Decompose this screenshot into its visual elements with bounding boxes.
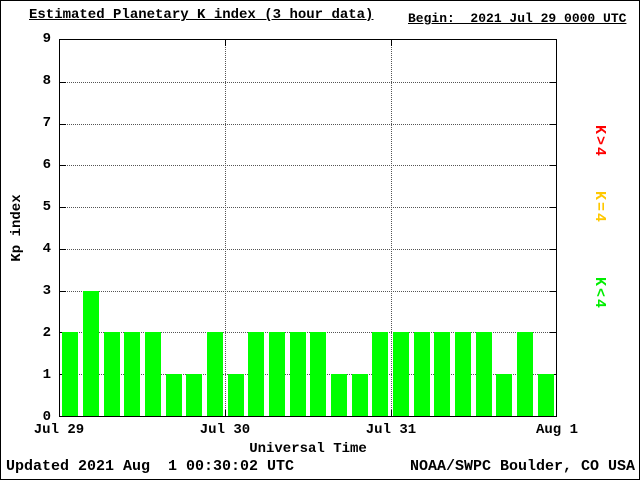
- x-tick-label: Jul 29: [33, 422, 85, 438]
- y-tick-label: 9: [42, 31, 51, 47]
- gridline-horizontal: [60, 81, 556, 83]
- gridline-horizontal: [60, 290, 556, 292]
- y-tick-mark: [550, 248, 556, 250]
- y-tick-mark: [550, 123, 556, 125]
- kp-bar: [289, 332, 306, 416]
- kp-bar: [475, 332, 492, 416]
- kp-bar: [227, 374, 244, 416]
- x-tick-mark: [390, 410, 392, 416]
- legend-k-lt-4: K<4: [591, 277, 608, 311]
- kp-bar: [351, 374, 368, 416]
- kp-bar: [186, 374, 203, 416]
- kp-bar: [62, 332, 79, 416]
- y-tick-label: 6: [42, 157, 51, 173]
- chart-title: Estimated Planetary K index (3 hour data…: [29, 7, 374, 23]
- kp-bar: [454, 332, 472, 416]
- kp-bar: [124, 332, 141, 416]
- y-tick-label: 7: [42, 115, 51, 131]
- x-tick-label: Aug 1: [535, 422, 578, 438]
- begin-label: Begin: 2021 Jul 29 0000 UTC: [408, 11, 627, 26]
- x-tick-mark: [225, 40, 227, 46]
- kp-bar: [82, 290, 100, 416]
- legend-k-gt-4: K>4: [591, 125, 608, 159]
- kp-bar: [248, 332, 265, 416]
- gridline-horizontal: [60, 332, 556, 334]
- kp-bar: [268, 332, 286, 416]
- y-tick-mark: [60, 207, 66, 209]
- plot-area: [59, 39, 557, 417]
- y-tick-mark: [60, 165, 66, 167]
- x-tick-mark: [390, 40, 392, 46]
- kp-bar: [144, 332, 162, 416]
- kp-bar: [392, 332, 410, 416]
- credit-label: NOAA/SWPC Boulder, CO USA: [409, 458, 635, 475]
- gridline-horizontal: [60, 248, 556, 250]
- kp-bar: [434, 332, 451, 416]
- legend-k-eq-4: K=4: [591, 191, 608, 225]
- y-tick-mark: [550, 290, 556, 292]
- updated-timestamp: Updated 2021 Aug 1 00:30:02 UTC: [6, 458, 295, 475]
- y-tick-label: 2: [42, 325, 51, 341]
- gridline-horizontal: [60, 165, 556, 167]
- y-tick-mark: [60, 81, 66, 83]
- kp-bar: [413, 332, 430, 416]
- kp-bar: [310, 332, 327, 416]
- y-tick-labels: 0 1 2 3 4 5 6 7 8 9: [19, 31, 51, 425]
- y-tick-mark: [60, 123, 66, 125]
- y-tick-mark: [550, 207, 556, 209]
- gridline-vertical: [390, 40, 392, 416]
- kp-bar: [372, 332, 389, 416]
- x-tick-labels: Jul 29 Jul 30 Jul 31 Aug 1: [34, 422, 578, 440]
- kp-bar: [516, 332, 534, 416]
- gridline-vertical: [225, 40, 227, 416]
- kp-bar: [103, 332, 120, 416]
- x-tick-label: Jul 31: [365, 422, 417, 438]
- y-tick-label: 4: [42, 241, 51, 257]
- y-tick-mark: [60, 248, 66, 250]
- kp-bar: [496, 374, 513, 416]
- kp-bar: [206, 332, 224, 416]
- y-tick-mark: [550, 332, 556, 334]
- kp-bar: [537, 374, 554, 416]
- y-tick-label: 1: [42, 367, 51, 383]
- y-tick-mark: [60, 290, 66, 292]
- x-tick-label: Jul 30: [199, 422, 251, 438]
- y-tick-label: 0: [42, 409, 51, 425]
- kp-bar: [330, 374, 348, 416]
- kp-bar: [165, 374, 182, 416]
- y-tick-label: 8: [42, 73, 51, 89]
- x-tick-mark: [225, 410, 227, 416]
- x-axis-title: Universal Time: [249, 441, 367, 457]
- y-tick-label: 5: [42, 199, 51, 215]
- gridline-horizontal: [60, 374, 556, 376]
- gridline-horizontal: [60, 207, 556, 209]
- y-tick-mark: [550, 165, 556, 167]
- y-tick-label: 3: [42, 283, 51, 299]
- gridline-horizontal: [60, 123, 556, 125]
- y-tick-mark: [550, 81, 556, 83]
